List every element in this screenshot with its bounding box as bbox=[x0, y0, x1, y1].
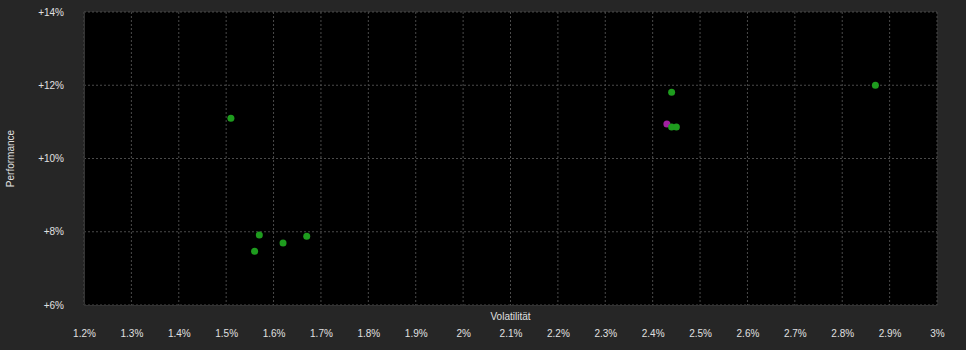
tick-label: 2.5% bbox=[689, 328, 712, 339]
tick: 2.4% bbox=[642, 305, 665, 339]
tick: 3% bbox=[930, 305, 945, 339]
tick: 2.2% bbox=[547, 305, 570, 339]
chart: 1.2% 1.3% 1.4% 1.5% 1.6% 1.7% 1.8% 1.9% 2% 2.1% 2.… bbox=[0, 0, 966, 350]
point bbox=[251, 248, 258, 255]
tick: 1.7% bbox=[310, 305, 333, 339]
tick: 1.4% bbox=[168, 305, 191, 339]
tick-label: 2.6% bbox=[737, 328, 760, 339]
tick: 1.8% bbox=[357, 305, 380, 339]
tick: +6% bbox=[44, 300, 84, 311]
points bbox=[227, 82, 878, 255]
tick-label: +10% bbox=[38, 153, 64, 164]
tick-label: 1.3% bbox=[120, 328, 143, 339]
tick-label: 2.1% bbox=[500, 328, 523, 339]
axis-line bbox=[85, 305, 938, 306]
grid-line-y bbox=[84, 85, 937, 86]
axis-line bbox=[84, 13, 85, 306]
tick: 1.3% bbox=[120, 305, 143, 339]
grid-line-x bbox=[794, 12, 795, 305]
tick-label: 1.2% bbox=[73, 328, 96, 339]
tick-label: 2.4% bbox=[642, 328, 665, 339]
tick-label: 2.2% bbox=[547, 328, 570, 339]
tick: 2% bbox=[456, 305, 471, 339]
tick: +12% bbox=[38, 80, 84, 91]
grid-line-y bbox=[84, 12, 937, 13]
tick-label: 1.7% bbox=[310, 328, 333, 339]
grid-line-x bbox=[84, 12, 85, 305]
tick: 2.7% bbox=[784, 305, 807, 339]
x-axis: 1.2% 1.3% 1.4% 1.5% 1.6% 1.7% 1.8% 1.9% 2% 2.1% 2.… bbox=[73, 305, 945, 339]
tick: 1.5% bbox=[215, 305, 238, 339]
tick: +10% bbox=[38, 153, 84, 164]
tick-label: 2% bbox=[456, 328, 471, 339]
point bbox=[673, 124, 680, 131]
tick: 1.6% bbox=[263, 305, 286, 339]
tick: 2.8% bbox=[831, 305, 854, 339]
tick-label: 2.9% bbox=[879, 328, 902, 339]
grid-line-x bbox=[131, 12, 132, 305]
tick-label: 1.4% bbox=[168, 328, 191, 339]
tick: 2.6% bbox=[737, 305, 760, 339]
tick: 1.9% bbox=[405, 305, 428, 339]
point bbox=[303, 233, 310, 240]
tick-label: +12% bbox=[38, 80, 64, 91]
tick-label: 1.5% bbox=[215, 328, 238, 339]
point bbox=[227, 115, 234, 122]
point bbox=[668, 89, 675, 96]
tick-label: 1.6% bbox=[263, 328, 286, 339]
grid-line-x bbox=[178, 12, 179, 305]
tick-label: 2.7% bbox=[784, 328, 807, 339]
tick-label: +14% bbox=[38, 7, 64, 18]
tick-label: +6% bbox=[44, 300, 64, 311]
point bbox=[280, 240, 287, 247]
tick-label: 3% bbox=[930, 328, 945, 339]
point bbox=[256, 232, 263, 239]
y-axis-title: Performance bbox=[5, 129, 16, 187]
x-axis-title: Volatilität bbox=[490, 311, 530, 322]
y-axis: +6% +8% +10% +12% +14% bbox=[38, 7, 84, 311]
grid-line-x bbox=[510, 12, 511, 305]
grid-line-y bbox=[84, 231, 937, 232]
background bbox=[0, 0, 966, 350]
plot-area bbox=[84, 12, 937, 305]
tick-label: +8% bbox=[44, 226, 64, 237]
tick: +14% bbox=[38, 7, 84, 18]
tick-label: 1.8% bbox=[357, 328, 380, 339]
grid-line-x bbox=[463, 12, 464, 305]
tick-label: 2.8% bbox=[831, 328, 854, 339]
grid-line-y bbox=[84, 158, 937, 159]
grid bbox=[84, 12, 937, 305]
tick: +8% bbox=[44, 226, 84, 237]
grid-line-y bbox=[84, 305, 937, 306]
tick: 1.2% bbox=[73, 305, 96, 339]
point bbox=[872, 82, 879, 89]
tick: 2.3% bbox=[594, 305, 617, 339]
tick: 2.9% bbox=[879, 305, 902, 339]
tick-label: 2.3% bbox=[594, 328, 617, 339]
tick-label: 1.9% bbox=[405, 328, 428, 339]
tick: 2.5% bbox=[689, 305, 712, 339]
grid-line-x bbox=[747, 12, 748, 305]
